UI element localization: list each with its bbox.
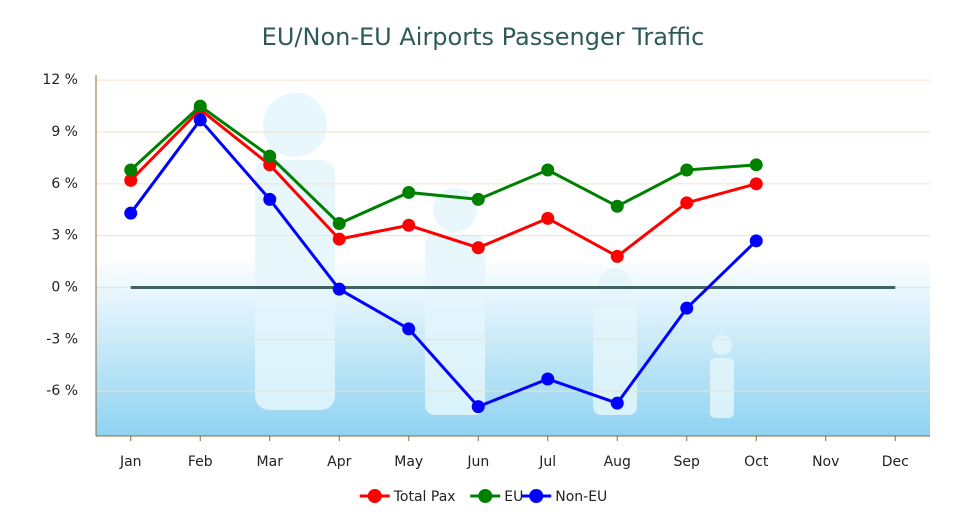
- data-point: [124, 173, 138, 187]
- legend-label: Total Pax: [393, 489, 456, 505]
- x-tick-label: Aug: [604, 454, 631, 470]
- data-point: [263, 192, 277, 206]
- y-tick-label: 9 %: [51, 124, 78, 140]
- x-tick-label: May: [394, 454, 423, 470]
- data-point: [541, 372, 555, 386]
- plot-background: [96, 75, 930, 436]
- decoration: [255, 93, 734, 418]
- series-line: [129, 107, 757, 259]
- x-tick-label: Feb: [188, 454, 213, 470]
- legend-marker: [478, 489, 493, 503]
- y-tick-label: -3 %: [46, 331, 78, 347]
- data-point: [193, 113, 207, 127]
- data-point: [471, 192, 485, 206]
- x-tick-label: Nov: [812, 454, 839, 470]
- data-point: [402, 322, 416, 336]
- x-tick-label: Oct: [744, 454, 769, 470]
- data-point: [471, 400, 485, 414]
- data-point: [610, 396, 624, 410]
- data-point: [124, 206, 138, 220]
- x-tick-label: Apr: [327, 454, 351, 470]
- data-point: [680, 301, 694, 315]
- data-point: [471, 241, 485, 255]
- legend-marker: [529, 489, 544, 503]
- data-point: [402, 218, 416, 232]
- data-point: [332, 217, 346, 231]
- x-tick-label: Sep: [674, 454, 701, 470]
- data-point: [332, 282, 346, 296]
- x-tick-label: Jan: [119, 454, 142, 470]
- x-tick-label: Mar: [257, 454, 284, 470]
- data-point: [749, 234, 763, 248]
- data-point: [263, 149, 277, 163]
- x-tick-label: Jun: [466, 454, 489, 470]
- series-line: [129, 104, 757, 226]
- data-point: [680, 196, 694, 210]
- data-point: [749, 177, 763, 191]
- data-point: [124, 163, 138, 177]
- y-tick-label: 6 %: [51, 176, 78, 192]
- legend-label: EU: [504, 489, 523, 505]
- legend-marker: [367, 489, 382, 503]
- legend-label: Non-EU: [555, 489, 607, 505]
- x-tick-label: Jul: [538, 454, 556, 470]
- y-tick-label: 12 %: [42, 72, 78, 88]
- chart-title: EU/Non-EU Airports Passenger Traffic: [262, 23, 705, 51]
- y-tick-label: 3 %: [51, 228, 78, 244]
- data-point: [610, 199, 624, 213]
- data-point: [193, 99, 207, 113]
- data-point: [402, 185, 416, 199]
- data-point: [749, 158, 763, 172]
- x-tick-label: Dec: [882, 454, 909, 470]
- data-point: [541, 211, 555, 225]
- series-line: [129, 117, 758, 409]
- y-tick-label: 0 %: [51, 279, 78, 295]
- data-point: [332, 232, 346, 246]
- data-point: [680, 163, 694, 177]
- y-tick-label: -6 %: [46, 383, 78, 399]
- data-point: [541, 163, 555, 177]
- data-point: [610, 249, 624, 263]
